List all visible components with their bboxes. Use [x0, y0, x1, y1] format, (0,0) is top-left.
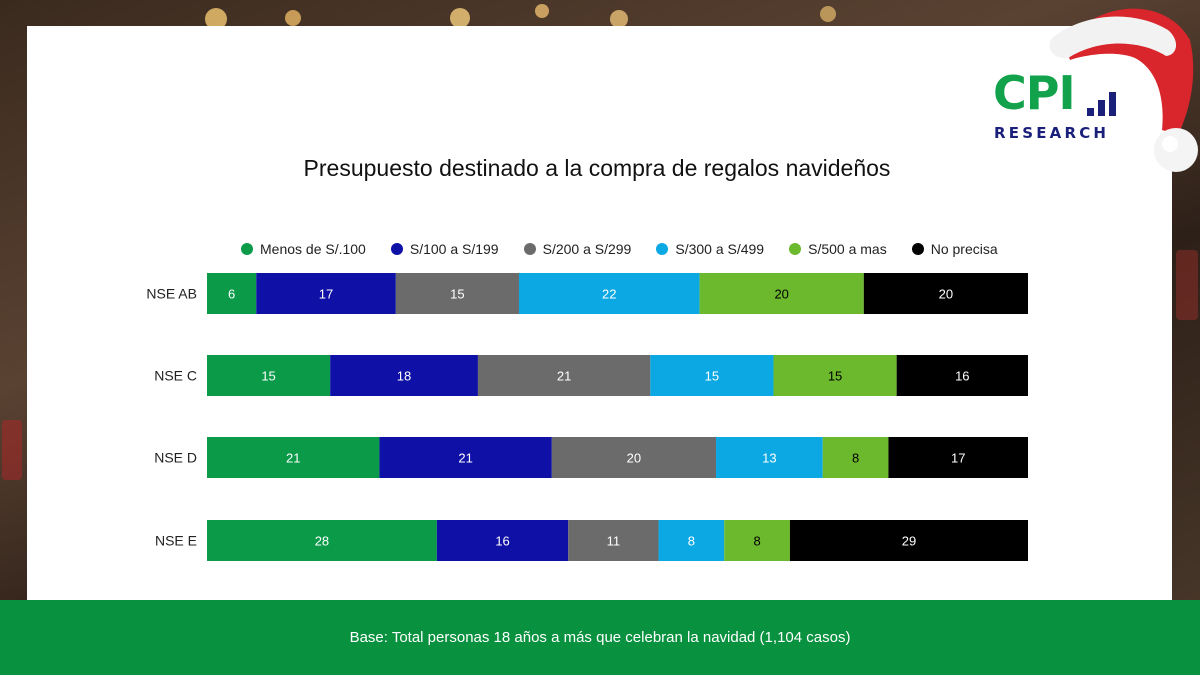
- legend-item: S/300 a S/499: [656, 241, 764, 257]
- bar-segment: [568, 520, 659, 561]
- legend-label: No precisa: [930, 241, 998, 257]
- background-light: [820, 6, 836, 22]
- legend-label: S/300 a S/499: [675, 241, 765, 257]
- data-label: 16: [495, 534, 509, 549]
- legend-swatch: [241, 243, 253, 255]
- legend-item: S/500 a mas: [789, 241, 887, 257]
- legend-swatch: [911, 243, 924, 255]
- stacked-bar-chart: NSE AB 6 17 15 22 20 20 NSE C 15 18 21 15 15 16 NSE D 2…: [146, 273, 1028, 561]
- bar-segment: [888, 437, 1028, 478]
- legend-item: S/200 a S/299: [523, 241, 632, 257]
- data-label: 28: [315, 534, 329, 549]
- data-label: 20: [939, 287, 953, 302]
- legend-item: No precisa: [911, 241, 998, 257]
- bar-segment: [207, 355, 331, 396]
- bar-segment: [207, 437, 380, 478]
- bar-chart-icon: [1087, 92, 1116, 116]
- logo-main-text: CPI: [993, 66, 1076, 120]
- bar-segment: [699, 273, 864, 314]
- data-label: 8: [852, 451, 859, 466]
- legend-label: S/100 a S/199: [409, 241, 499, 257]
- bar-segment: [822, 437, 889, 478]
- footer-bar: Base: Total personas 18 años a más que c…: [0, 600, 1200, 675]
- background-light: [285, 10, 301, 26]
- category-label: NSE D: [154, 450, 197, 466]
- legend-swatch: [656, 243, 669, 255]
- bar-segment: [395, 273, 519, 314]
- data-label: 20: [774, 287, 788, 302]
- bar-segment: [789, 520, 1028, 561]
- background-light: [450, 8, 470, 28]
- santa-hat-icon: [1049, 8, 1198, 172]
- legend-swatch: [789, 243, 802, 255]
- legend-swatch: [390, 243, 403, 255]
- data-label: 11: [607, 534, 621, 549]
- data-label: 21: [286, 451, 300, 466]
- bar-segment: [863, 273, 1028, 314]
- logo-sub-text: RESEARCH: [994, 124, 1110, 142]
- bar-segment: [773, 355, 897, 396]
- bar-segment: [518, 273, 700, 314]
- bar-segment: [207, 520, 437, 561]
- background-light: [2, 420, 22, 480]
- bar-segment: [256, 273, 396, 314]
- bar-segment: [716, 437, 823, 478]
- bar-segment: [896, 355, 1028, 396]
- legend-label: S/500 a mas: [808, 241, 887, 257]
- data-label: 8: [688, 534, 695, 549]
- bar-segment: [650, 355, 774, 396]
- data-label: 16: [955, 369, 969, 384]
- legend-label: S/200 a S/299: [542, 241, 632, 257]
- data-label: 15: [450, 287, 464, 302]
- data-label: 8: [753, 534, 760, 549]
- data-label: 6: [228, 287, 235, 302]
- category-label: NSE C: [154, 368, 197, 384]
- bar-segment: [724, 520, 790, 561]
- data-label: 15: [828, 369, 842, 384]
- background-light: [205, 8, 227, 30]
- category-label: NSE AB: [146, 286, 197, 302]
- data-label: 22: [602, 287, 616, 302]
- data-label: 29: [902, 534, 916, 549]
- data-label: 20: [627, 451, 641, 466]
- background-light: [535, 4, 549, 18]
- data-label: 15: [705, 369, 719, 384]
- footer-base-note: Base: Total personas 18 años a más que c…: [349, 629, 851, 646]
- bar-segment: [436, 520, 569, 561]
- data-label: 17: [319, 287, 333, 302]
- data-label: 17: [951, 451, 965, 466]
- legend-item: Menos de S/.100: [241, 241, 366, 257]
- legend-swatch: [523, 243, 536, 255]
- data-label: 15: [261, 369, 275, 384]
- legend-label: Menos de S/.100: [260, 241, 366, 257]
- bar-segment: [379, 437, 552, 478]
- data-label: 18: [397, 369, 411, 384]
- background-light: [1176, 250, 1198, 320]
- bar-segment: [658, 520, 725, 561]
- data-label: 21: [458, 451, 472, 466]
- data-label: 21: [557, 369, 571, 384]
- bar-segment: [207, 273, 257, 314]
- data-label: 13: [762, 451, 776, 466]
- category-label: NSE E: [155, 533, 197, 549]
- bar-segment: [330, 355, 478, 396]
- chart-title: Presupuesto destinado a la compra de reg…: [303, 155, 891, 181]
- legend-item: S/100 a S/199: [390, 241, 499, 257]
- bar-segment: [551, 437, 717, 478]
- bar-segment: [477, 355, 651, 396]
- cpi-research-logo: CPI RESEARCH: [993, 70, 1128, 145]
- background-light: [610, 10, 628, 28]
- chart-legend: Menos de S/.100 S/100 a S/199 S/200 a S/29…: [241, 239, 1023, 259]
